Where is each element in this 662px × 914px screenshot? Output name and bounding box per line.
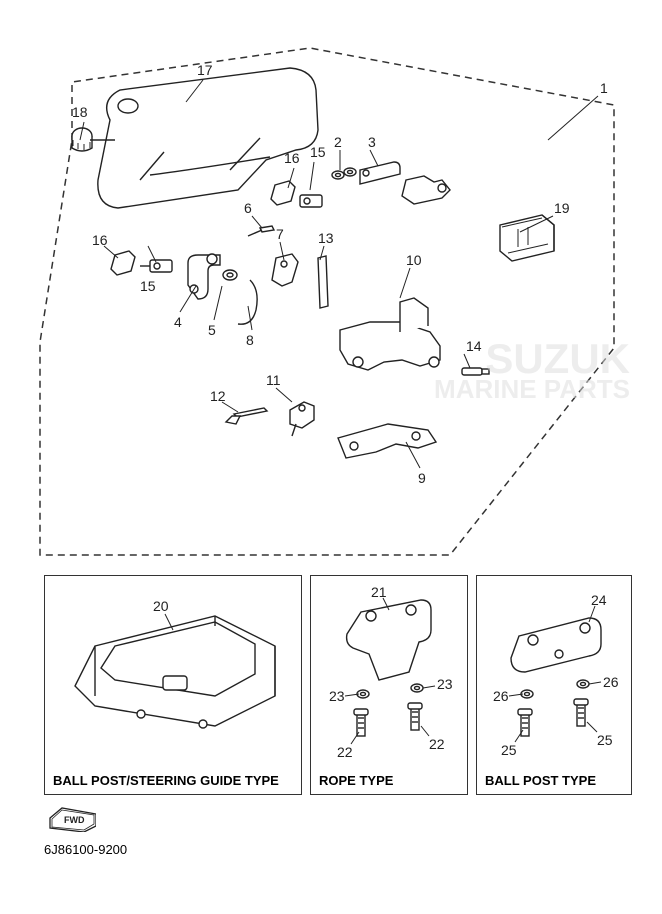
callout-10: 10 [406, 252, 422, 268]
callout-15a: 15 [310, 144, 326, 160]
fwd-text: FWD [64, 815, 85, 825]
box2-label: ROPE TYPE [319, 773, 393, 788]
callout-11: 11 [266, 372, 281, 388]
callout-1: 1 [600, 80, 608, 96]
callout-3: 3 [368, 134, 376, 150]
callout-13: 13 [318, 230, 334, 246]
callout-23b: 23 [437, 676, 453, 692]
callout-22b: 22 [429, 736, 445, 752]
callout-25b: 25 [597, 732, 613, 748]
callout-25a: 25 [501, 742, 517, 758]
callout-17: 17 [197, 62, 213, 78]
callout-2: 2 [334, 134, 342, 150]
part-number: 6J86100-9200 [44, 842, 127, 857]
callout-20: 20 [153, 598, 169, 614]
callout-7: 7 [276, 226, 284, 242]
callout-26a: 26 [493, 688, 509, 704]
callout-6: 6 [244, 200, 252, 216]
callout-16a: 16 [284, 150, 300, 166]
callout-9: 9 [418, 470, 426, 486]
callout-21: 21 [371, 584, 387, 600]
box3-label: BALL POST TYPE [485, 773, 596, 788]
box-ball-post-steering: 20 BALL POST/STEERING GUIDE TYPE [44, 575, 302, 795]
fwd-badge-icon: FWD [48, 806, 96, 832]
callout-24: 24 [591, 592, 607, 608]
callout-26b: 26 [603, 674, 619, 690]
box-ball-post-type: 24 26 26 25 25 BALL POST TYPE [476, 575, 632, 795]
diagram-canvas: 1 17 18 16 15 2 3 19 16 15 4 5 6 7 8 13 … [0, 0, 662, 914]
callout-23a: 23 [329, 688, 345, 704]
box-rope-type: 21 23 23 22 22 ROPE TYPE [310, 575, 468, 795]
callout-8: 8 [246, 332, 254, 348]
callout-15b: 15 [140, 278, 156, 294]
callout-12: 12 [210, 388, 226, 404]
callout-22a: 22 [337, 744, 353, 760]
box1-drawing [45, 576, 303, 796]
callout-14: 14 [466, 338, 482, 354]
callout-19: 19 [554, 200, 570, 216]
callout-16b: 16 [92, 232, 108, 248]
callout-18: 18 [72, 104, 88, 120]
callout-4: 4 [174, 314, 182, 330]
callout-5: 5 [208, 322, 216, 338]
box1-label: BALL POST/STEERING GUIDE TYPE [53, 773, 279, 788]
